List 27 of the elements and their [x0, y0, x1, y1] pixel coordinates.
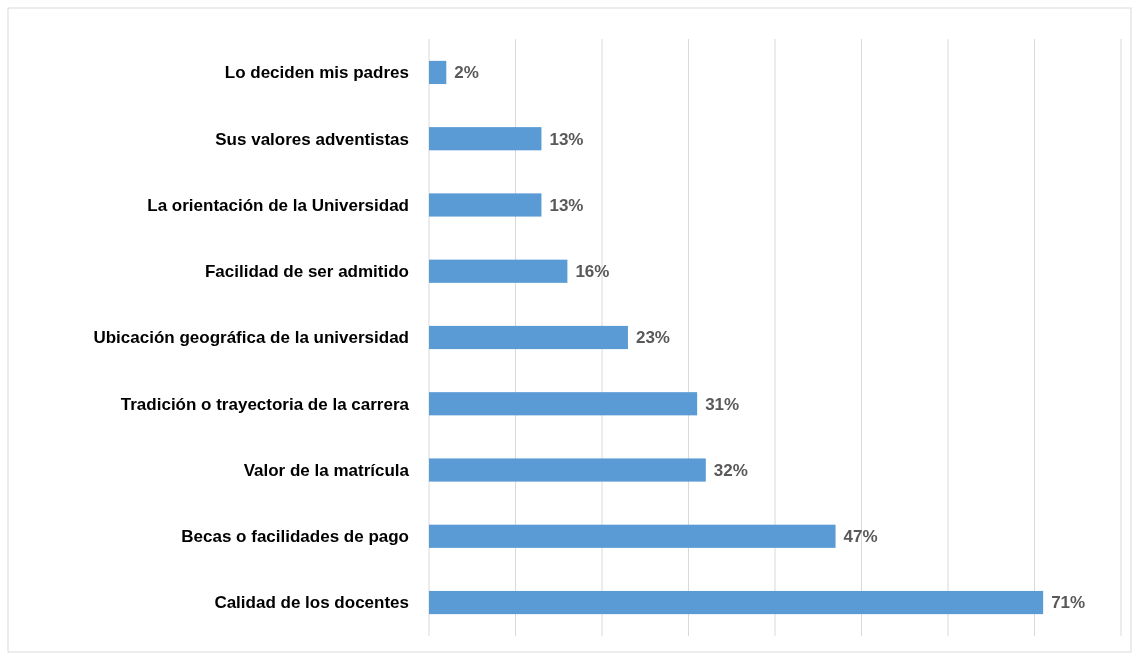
data-label: 13%	[549, 195, 584, 215]
bar	[429, 325, 628, 350]
y-tick-label: Calidad de los docentes	[214, 593, 409, 613]
data-label: 2%	[454, 63, 479, 83]
bar	[429, 259, 568, 283]
y-tick-label: Sus valores adventistas	[215, 129, 409, 149]
y-tick-label: Tradición o trayectoria de la carrera	[120, 394, 410, 414]
y-tick-label: La orientación de la Universidad	[147, 195, 409, 215]
bar	[429, 458, 706, 482]
bar	[429, 524, 836, 548]
y-tick-label: Ubicación geográfica de la universidad	[93, 328, 409, 348]
y-tick-label: Valor de la matrícula	[243, 460, 410, 480]
bar	[429, 127, 542, 151]
y-tick-label: Facilidad de ser admitido	[204, 262, 409, 282]
data-label: 23%	[635, 328, 670, 348]
data-label: 32%	[713, 460, 748, 480]
data-label: 31%	[705, 394, 740, 414]
bar	[429, 193, 542, 217]
y-tick-label: Lo deciden mis padres	[224, 63, 409, 83]
bar	[429, 590, 1044, 615]
bar	[429, 392, 698, 416]
bar	[429, 60, 447, 85]
y-tick-label: Becas o facilidades de pago	[181, 527, 409, 547]
data-label: 13%	[549, 129, 584, 149]
data-label: 47%	[843, 527, 878, 547]
data-label: 71%	[1051, 593, 1086, 613]
data-label: 16%	[575, 262, 610, 282]
